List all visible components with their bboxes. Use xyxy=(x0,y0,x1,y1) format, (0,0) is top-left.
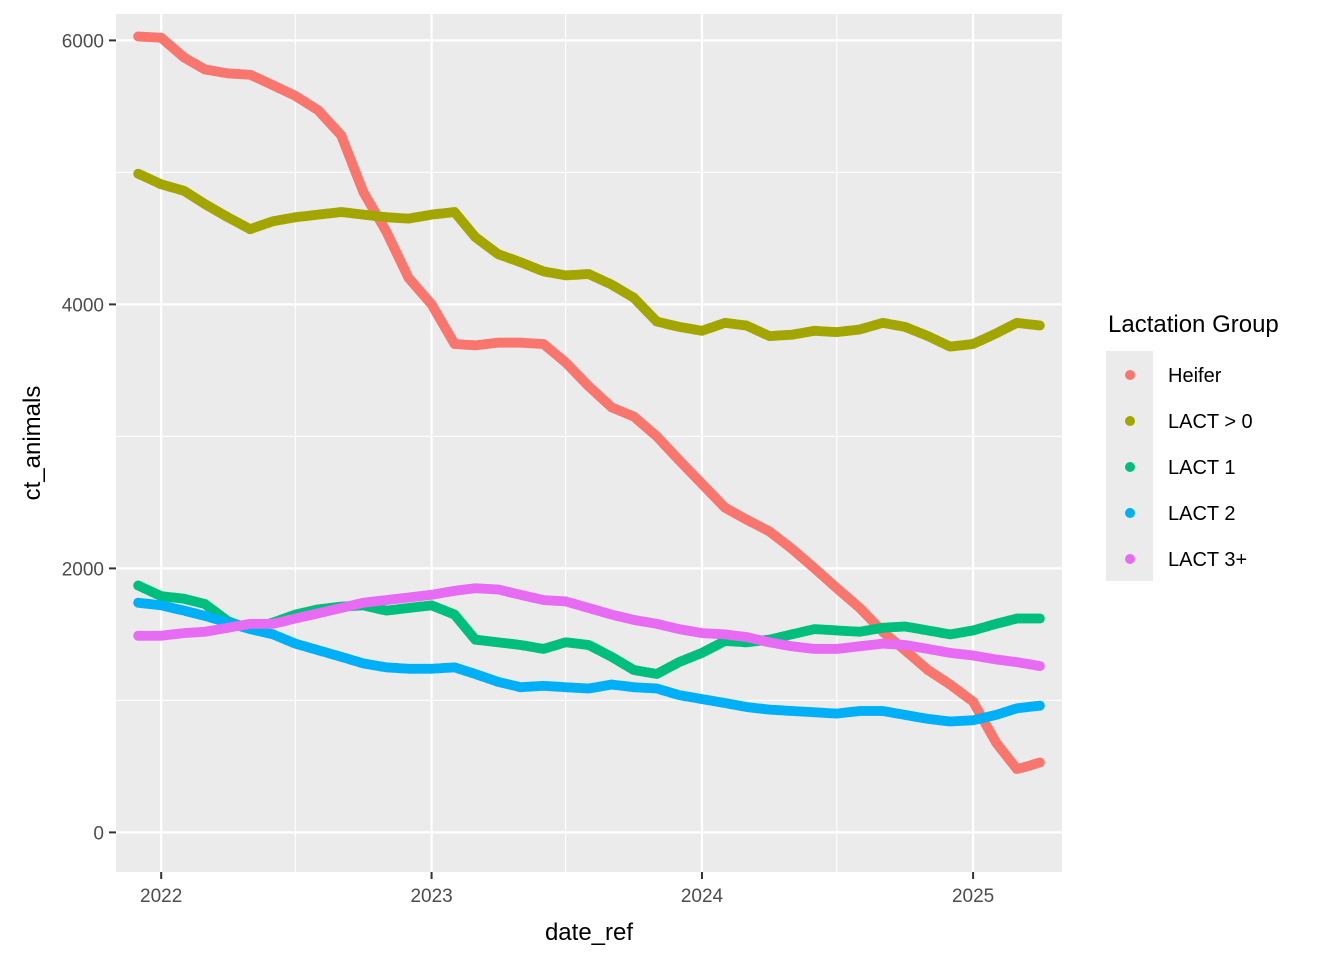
legend-label: LACT > 0 xyxy=(1168,411,1253,433)
data-points xyxy=(133,31,1045,775)
legend-key-lact-2 xyxy=(1125,508,1135,518)
legend-title: Lactation Group xyxy=(1108,311,1279,338)
data-point xyxy=(1034,757,1045,768)
minor-gridlines xyxy=(116,14,1062,872)
legend-label: LACT 1 xyxy=(1168,457,1235,479)
legend-label: LACT 2 xyxy=(1168,503,1235,525)
y-tick-label: 6000 xyxy=(62,31,104,52)
y-tick-label: 0 xyxy=(93,823,104,844)
x-axis: 2022 2023 2024 2025 xyxy=(140,872,994,907)
y-axis: 0 2000 4000 6000 xyxy=(62,31,116,844)
x-axis-title: date_ref xyxy=(545,919,633,946)
data-point xyxy=(1034,320,1045,331)
series-lact-3 xyxy=(133,583,1045,672)
legend-key-lact-0 xyxy=(1125,416,1135,426)
legend-key-lact-3 xyxy=(1125,554,1135,564)
plot-panel xyxy=(116,14,1062,872)
data-point xyxy=(1034,700,1045,711)
x-tick-label: 2022 xyxy=(140,886,182,907)
legend-key-lact-1 xyxy=(1125,462,1135,472)
legend-key-heifer xyxy=(1125,370,1135,380)
data-point xyxy=(1034,613,1045,624)
legend-label: LACT 3+ xyxy=(1168,549,1247,571)
data-point xyxy=(1034,661,1045,672)
x-tick-label: 2024 xyxy=(681,886,724,907)
major-gridlines xyxy=(116,14,1062,872)
legend-label: Heifer xyxy=(1168,365,1222,387)
y-tick-label: 4000 xyxy=(62,295,104,316)
x-tick-label: 2025 xyxy=(952,886,994,907)
series-lact-0 xyxy=(133,168,1045,352)
y-axis-title: ct_animals xyxy=(19,386,46,501)
series-lact-2 xyxy=(133,597,1045,727)
y-tick-label: 2000 xyxy=(62,559,104,580)
legend: Lactation Group Heifer LACT > 0 LACT 1 LACT… xyxy=(1106,311,1279,581)
series-heifer xyxy=(133,31,1045,775)
x-tick-label: 2023 xyxy=(410,886,452,907)
